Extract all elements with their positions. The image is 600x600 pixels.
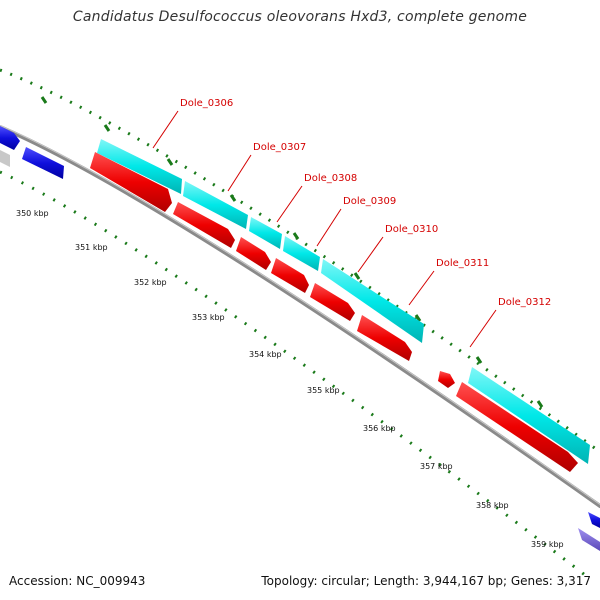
cds-reverse-dole-0309 bbox=[271, 258, 309, 293]
neighbor-gene-left-a bbox=[0, 126, 20, 150]
gene-leader-line bbox=[357, 236, 384, 273]
inner-tick-ring bbox=[0, 170, 586, 577]
tick-label-358: 358 kbp bbox=[476, 501, 509, 510]
cds-forward-dole-0310 bbox=[321, 259, 424, 343]
cds-reverse-dole-0306 bbox=[90, 152, 172, 212]
gene-label-dole-0307[interactable]: Dole_0307 bbox=[253, 142, 306, 153]
major-tick bbox=[166, 158, 174, 166]
gene-label-dole-0308[interactable]: Dole_0308 bbox=[304, 173, 357, 184]
major-tick bbox=[353, 272, 361, 280]
tick-label-357: 357 kbp bbox=[420, 462, 453, 471]
gene-label-dole-0310[interactable]: Dole_0310 bbox=[385, 224, 438, 235]
tick-label-353: 353 kbp bbox=[192, 313, 225, 322]
reverse-cds-band bbox=[90, 152, 578, 472]
cds-forward-dole-0307 bbox=[183, 181, 248, 229]
tick-label-354: 354 kbp bbox=[249, 350, 282, 359]
major-tick bbox=[40, 96, 48, 104]
forward-cds-band bbox=[97, 139, 590, 464]
cds-reverse-dole-0308 bbox=[236, 237, 271, 270]
tick-labels: 350 kbp 351 kbp 352 kbp 353 kbp 354 kbp 355 k… bbox=[16, 209, 564, 549]
tick-label-350: 350 kbp bbox=[16, 209, 49, 218]
cds-forward-dole-0308 bbox=[249, 217, 282, 249]
cds-reverse-small bbox=[438, 371, 455, 388]
major-tick bbox=[292, 232, 300, 240]
genome-backbone bbox=[0, 125, 600, 508]
genome-summary-text: Topology: circular; Length: 3,944,167 bp… bbox=[261, 574, 591, 588]
gene-leader-line bbox=[469, 309, 497, 348]
gene-label-dole-0311[interactable]: Dole_0311 bbox=[436, 258, 489, 269]
major-tick bbox=[229, 194, 237, 202]
neighbor-gene-right-a bbox=[588, 512, 600, 528]
tick-label-351: 351 kbp bbox=[75, 243, 108, 252]
neighbor-gene-left-b bbox=[0, 150, 10, 167]
cds-forward-dole-0312 bbox=[468, 367, 590, 464]
cds-reverse-dole-0307 bbox=[173, 202, 235, 248]
major-tick bbox=[103, 124, 111, 132]
major-tick bbox=[536, 400, 544, 408]
cds-reverse-dole-0312 bbox=[456, 382, 578, 472]
major-tick bbox=[414, 314, 422, 322]
gene-leader-line bbox=[227, 154, 252, 192]
gene-label-dole-0309[interactable]: Dole_0309 bbox=[343, 196, 396, 207]
neighbor-gene-left-c bbox=[22, 147, 64, 179]
cds-forward-dole-0309 bbox=[283, 236, 320, 271]
cds-reverse-dole-0311 bbox=[357, 315, 412, 361]
gene-leader-line bbox=[276, 185, 303, 223]
tick-label-356: 356 kbp bbox=[363, 424, 396, 433]
cds-reverse-dole-0310 bbox=[310, 283, 355, 321]
gene-label-dole-0312[interactable]: Dole_0312 bbox=[498, 297, 551, 308]
cds-forward-dole-0306 bbox=[97, 139, 182, 194]
gene-leader-line bbox=[408, 270, 435, 306]
gene-leader-line bbox=[316, 208, 342, 247]
gene-leader-line bbox=[152, 110, 179, 149]
accession-text: Accession: NC_009943 bbox=[9, 574, 146, 588]
tick-label-355: 355 kbp bbox=[307, 386, 340, 395]
map-title: Candidatus Desulfococcus oleovorans Hxd3… bbox=[72, 9, 528, 25]
tick-label-359: 359 kbp bbox=[531, 540, 564, 549]
major-ticks bbox=[40, 96, 544, 408]
genome-backbone-highlight bbox=[0, 125, 600, 505]
neighbor-gene-right-b bbox=[578, 528, 600, 551]
major-tick bbox=[475, 356, 483, 364]
gene-label-dole-0306[interactable]: Dole_0306 bbox=[180, 98, 233, 109]
gene-labels: Dole_0306 Dole_0307 Dole_0308 Dole_0309 Dole… bbox=[152, 98, 551, 348]
tick-label-352: 352 kbp bbox=[134, 278, 167, 287]
